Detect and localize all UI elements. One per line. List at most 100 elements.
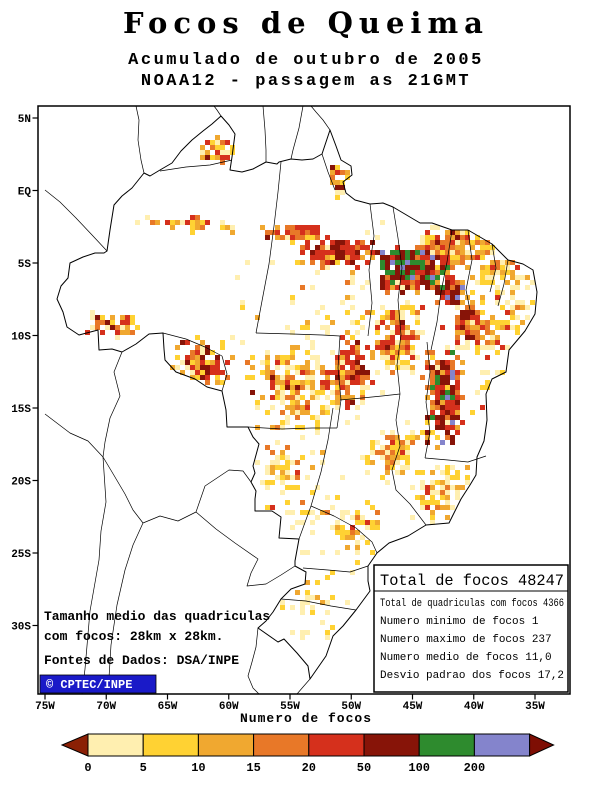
fire-cell [285,470,290,475]
fire-cell [345,175,350,180]
fire-cell [500,320,505,325]
fire-cell [460,345,465,350]
fire-cell [420,430,425,435]
fire-cell [415,285,420,290]
fire-cell [450,250,455,255]
fire-cell [495,370,500,375]
fire-cell [305,325,310,330]
fire-cell [340,245,345,250]
fire-cell [440,255,445,260]
fire-cell [490,275,495,280]
fire-cell [425,360,430,365]
fire-cell [405,255,410,260]
fire-cell [450,405,455,410]
fire-cell [425,415,430,420]
fire-cell [190,360,195,365]
fire-cell [330,250,335,255]
fire-cell [335,395,340,400]
fire-cell [360,395,365,400]
longitude-labels: 75W 70W 65W 60W 55W 50W 45W 40W 35W [35,701,545,713]
fire-cell [330,255,335,260]
fire-cell [350,360,355,365]
fire-cell [370,350,375,355]
fire-cell [415,290,420,295]
fire-cell [290,410,295,415]
fire-cell [310,450,315,455]
fire-cell [300,285,305,290]
fire-cell [375,320,380,325]
fire-cell [285,510,290,515]
fire-cell [290,630,295,635]
fire-cell [435,270,440,275]
fire-cell [175,355,180,360]
fire-cell [395,340,400,345]
fire-cell [445,265,450,270]
fire-cell [305,320,310,325]
fire-cell [380,260,385,265]
fire-cell [475,350,480,355]
fire-cell [280,420,285,425]
fire-cell [255,460,260,465]
fire-cell [325,395,330,400]
fire-cell [455,260,460,265]
fire-cell [335,260,340,265]
fire-cell [280,360,285,365]
fire-cell [490,335,495,340]
fire-cell [285,225,290,230]
fire-cell [310,520,315,525]
fire-cell [360,390,365,395]
fire-cell [310,380,315,385]
fire-cell [390,315,395,320]
fire-cell [350,375,355,380]
neighbor-boundary [195,469,252,513]
fire-cell [350,530,355,535]
fire-cell [445,485,450,490]
fire-cell [300,520,305,525]
fire-cell [285,420,290,425]
fire-cell [435,225,440,230]
fire-cell [360,535,365,540]
fire-cell [335,245,340,250]
fire-cell [445,280,450,285]
fire-cell [110,320,115,325]
fire-cell [455,340,460,345]
fire-cell [400,290,405,295]
fire-cell [375,340,380,345]
fire-cell [455,470,460,475]
fire-cell [410,330,415,335]
fire-cell [330,570,335,575]
fire-cell [400,360,405,365]
fire-cell [430,490,435,495]
fire-cell [335,180,340,185]
fire-cell [480,240,485,245]
stats-box-border [373,564,569,693]
stats-lines: Total de quadriculas com focos 4366 Numer… [380,598,564,682]
fire-cell [285,475,290,480]
fire-cell [340,185,345,190]
fire-cell [335,380,340,385]
fire-cell [410,270,415,275]
state-boundary [497,259,509,307]
fire-cell [395,330,400,335]
fire-cell [450,505,455,510]
fire-cell [355,340,360,345]
fire-cell [385,265,390,270]
fire-cell [475,240,480,245]
fire-cell [410,310,415,315]
fire-cell [315,425,320,430]
fire-cell [400,450,405,455]
fire-cell [275,425,280,430]
fire-cell [305,600,310,605]
fire-cell [495,325,500,330]
fire-cell [350,255,355,260]
fire-cell [445,245,450,250]
fire-cell [345,395,350,400]
fire-cell [420,265,425,270]
fire-cell [430,255,435,260]
fire-cell [290,235,295,240]
fire-cell [405,280,410,285]
fire-cell [450,385,455,390]
fire-cell [190,215,195,220]
fire-cell [445,360,450,365]
fire-cell [270,380,275,385]
